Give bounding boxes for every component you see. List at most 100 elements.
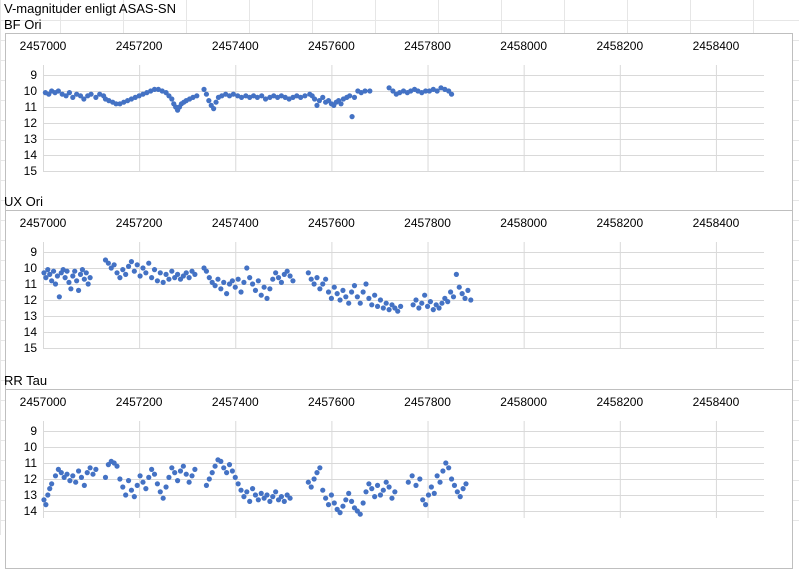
data-point [380,305,386,311]
data-point [413,482,419,488]
data-point [88,91,94,97]
data-point [287,495,293,501]
data-point [117,275,123,281]
data-point [290,278,296,284]
data-point [192,466,198,472]
data-point [389,495,395,501]
y-tick-label: 12 [24,116,38,130]
data-point [52,473,59,479]
data-point [77,271,84,277]
data-point [377,297,384,303]
data-point [287,273,293,279]
x-tick-label: 2458000 [500,216,547,230]
data-point [249,486,256,492]
data-point [229,278,235,284]
data-point [56,294,62,300]
data-point [328,492,334,498]
data-point [343,497,349,503]
data-point [137,473,143,479]
data-point [419,300,425,306]
data-point [340,503,346,509]
data-point [113,101,119,107]
data-point [73,479,79,485]
data-point [123,271,129,277]
x-tick-label: 2458200 [596,39,643,53]
data-point [52,281,59,287]
data-point [468,297,474,303]
data-point [47,486,53,492]
data-point [244,489,250,495]
data-point [140,479,146,485]
data-point [209,470,215,476]
data-point [346,490,352,496]
data-point [311,281,317,287]
data-point [230,91,236,97]
x-tick-label: 2458400 [693,39,740,53]
data-point [360,500,366,506]
data-point [275,275,282,281]
data-point [337,297,343,303]
data-point [409,473,415,479]
data-point [314,275,320,281]
chart-ux-ori[interactable]: 9 10 11 12 13 14 15 2457000 2457200 2457400 245760… [5,210,793,390]
data-point [434,88,440,94]
data-point [87,465,93,471]
data-point [249,281,256,287]
data-point [160,495,166,501]
y-tick-label: 9 [30,245,37,259]
data-point [137,273,143,279]
data-point [128,487,135,493]
data-point [262,96,269,102]
data-point [41,270,47,276]
data-point [465,287,471,293]
data-point [54,273,61,279]
data-point [64,471,70,477]
y-tick-label: 11 [25,456,38,470]
data-point [431,490,437,496]
x-tick-label: 2457800 [404,395,451,409]
data-point [146,260,152,266]
data-point [201,86,207,92]
chart-rr-tau[interactable]: 9 10 11 12 13 14 2457000 2457200 2457400 2457600 2… [5,389,793,569]
data-point [151,86,158,92]
data-point [405,479,411,485]
data-point [325,289,332,295]
data-point [235,276,241,282]
data-point [305,270,311,276]
data-point [183,270,189,276]
x-tick-label: 2457200 [116,216,163,230]
y-tick-label: 14 [24,325,38,339]
data-point [254,94,260,100]
data-point [252,492,259,498]
data-point [374,482,381,488]
data-point [380,487,386,493]
data-point [224,291,230,297]
data-point [308,276,314,282]
data-point [331,284,337,290]
data-point [58,470,64,476]
data-point [316,98,322,104]
data-point [255,278,261,284]
data-point [346,300,352,306]
data-point [362,88,368,94]
data-point [462,295,468,301]
data-point [47,271,53,277]
data-point [311,96,318,102]
data-point [183,471,189,477]
data-point [149,466,155,472]
data-point [314,470,320,476]
data-point [163,271,169,277]
data-point [70,473,76,479]
data-point [105,260,111,266]
data-point [390,88,396,94]
data-point [213,99,219,105]
data-point [186,275,192,281]
chart-bf-ori[interactable]: 9 10 11 12 13 14 15 2457000 2457200 2457400 245760… [5,33,793,213]
data-point [75,468,82,474]
data-point [203,91,210,97]
data-point [55,88,61,94]
data-point [392,489,398,495]
data-point [212,283,218,289]
data-point [369,302,375,308]
data-point [64,268,70,274]
